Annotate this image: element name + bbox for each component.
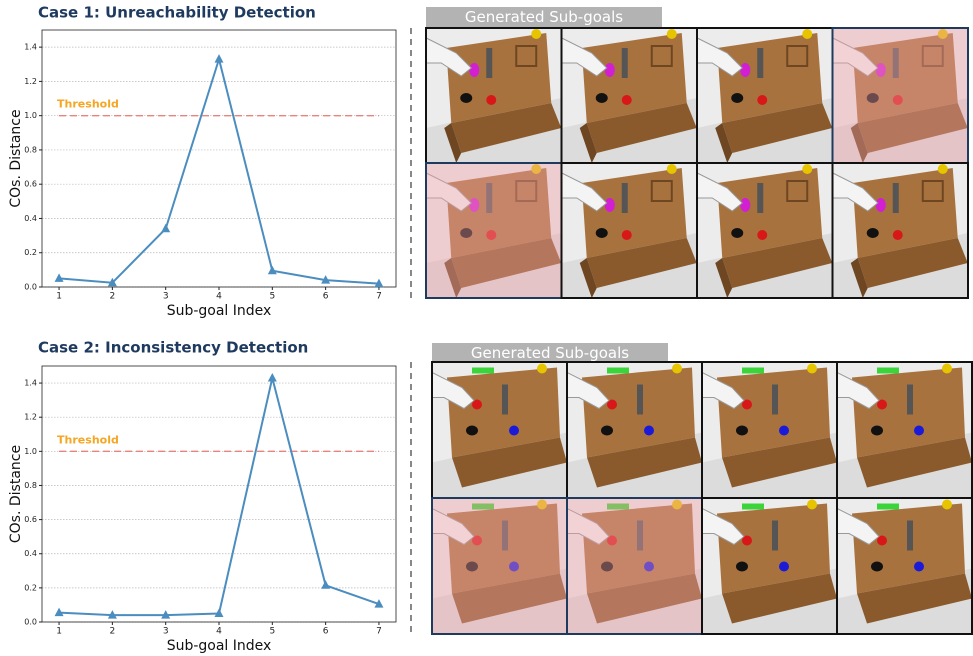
subgoal-image: [702, 362, 837, 498]
threshold-label: Threshold: [57, 433, 119, 446]
subgoal-image: [561, 28, 697, 163]
data-line: [58, 55, 380, 285]
y-tick-label: 1.0: [24, 447, 37, 456]
x-tick-label: 2: [110, 627, 116, 637]
y-tick-label: 1.0: [24, 111, 37, 120]
data-marker: [214, 608, 224, 617]
y-tick-label: 1.2: [24, 413, 37, 422]
subgoal-image: [837, 498, 972, 634]
subgoal-image: [832, 163, 968, 298]
y-tick-label: 0.6: [24, 180, 37, 189]
highlight-tint: [432, 498, 567, 634]
x-tick-label: 6: [323, 627, 329, 637]
y-tick-label: 1.4: [24, 43, 37, 52]
data-marker: [107, 610, 117, 619]
threshold-label: Threshold: [57, 98, 119, 111]
data-marker: [267, 372, 277, 382]
chart-title: Case 1: Unreachability Detection: [38, 4, 316, 22]
panel-label-bg: [426, 7, 662, 27]
x-tick-label: 5: [269, 292, 275, 302]
data-marker: [54, 607, 64, 617]
subgoal-image: [697, 28, 833, 163]
subgoal-image: [432, 362, 567, 498]
subgoal-image: [561, 163, 697, 298]
y-axis-label: COs. Distance: [8, 445, 24, 543]
plot-frame: [41, 29, 397, 288]
data-marker: [161, 223, 171, 233]
image-frame: [831, 162, 969, 299]
x-tick-label: 7: [376, 292, 382, 302]
plot-frame: [41, 365, 397, 623]
panel-label-bg: [432, 343, 668, 363]
y-tick-label: 1.4: [24, 379, 37, 388]
x-tick-label: 1: [56, 292, 62, 302]
x-tick-label: 1: [56, 627, 62, 637]
chart-title: Case 2: Inconsistency Detection: [38, 339, 308, 357]
y-tick-label: 1.2: [24, 77, 37, 86]
highlight-tint: [426, 163, 562, 298]
x-tick-label: 6: [323, 292, 329, 302]
data-marker: [107, 277, 117, 287]
y-tick-label: 0.2: [24, 583, 37, 592]
panel-label: Generated Sub-goals: [465, 8, 623, 26]
y-tick-label: 0.4: [24, 549, 37, 558]
data-marker: [267, 265, 277, 275]
subgoal-image: [702, 498, 837, 634]
x-tick-label: 5: [269, 627, 275, 637]
subgoal-image: [837, 362, 972, 498]
y-tick-label: 0.4: [24, 214, 37, 223]
y-axis-label: COs. Distance: [8, 109, 24, 207]
data-marker: [374, 278, 384, 288]
y-tick-label: 0.6: [24, 515, 37, 524]
subgoal-image: [697, 163, 833, 298]
data-marker: [214, 54, 224, 63]
highlight-tint: [567, 498, 702, 634]
x-tick-label: 2: [110, 292, 116, 302]
data-line: [59, 377, 380, 617]
data-marker: [321, 275, 331, 284]
image-frame: [836, 497, 973, 635]
y-tick-label: 0.2: [24, 248, 37, 257]
data-marker: [321, 580, 331, 589]
subgoal-image: [567, 362, 702, 498]
y-tick-label: 0.8: [24, 481, 37, 490]
x-tick-label: 7: [376, 627, 382, 637]
x-tick-label: 3: [163, 627, 169, 637]
y-tick-label: 0.0: [24, 618, 37, 627]
x-tick-label: 3: [163, 292, 169, 302]
x-tick-label: 4: [216, 292, 222, 302]
y-tick-label: 0.8: [24, 145, 37, 154]
y-tick-label: 0.0: [24, 283, 37, 292]
subgoal-image: [426, 28, 562, 163]
x-axis-label: Sub-goal Index: [167, 303, 272, 319]
highlight-tint: [832, 28, 968, 163]
data-marker: [54, 273, 64, 282]
panel-label: Generated Sub-goals: [471, 344, 629, 362]
data-marker: [374, 599, 384, 608]
x-tick-label: 4: [216, 627, 222, 637]
x-axis-label: Sub-goal Index: [167, 638, 272, 654]
data-marker: [161, 610, 171, 619]
